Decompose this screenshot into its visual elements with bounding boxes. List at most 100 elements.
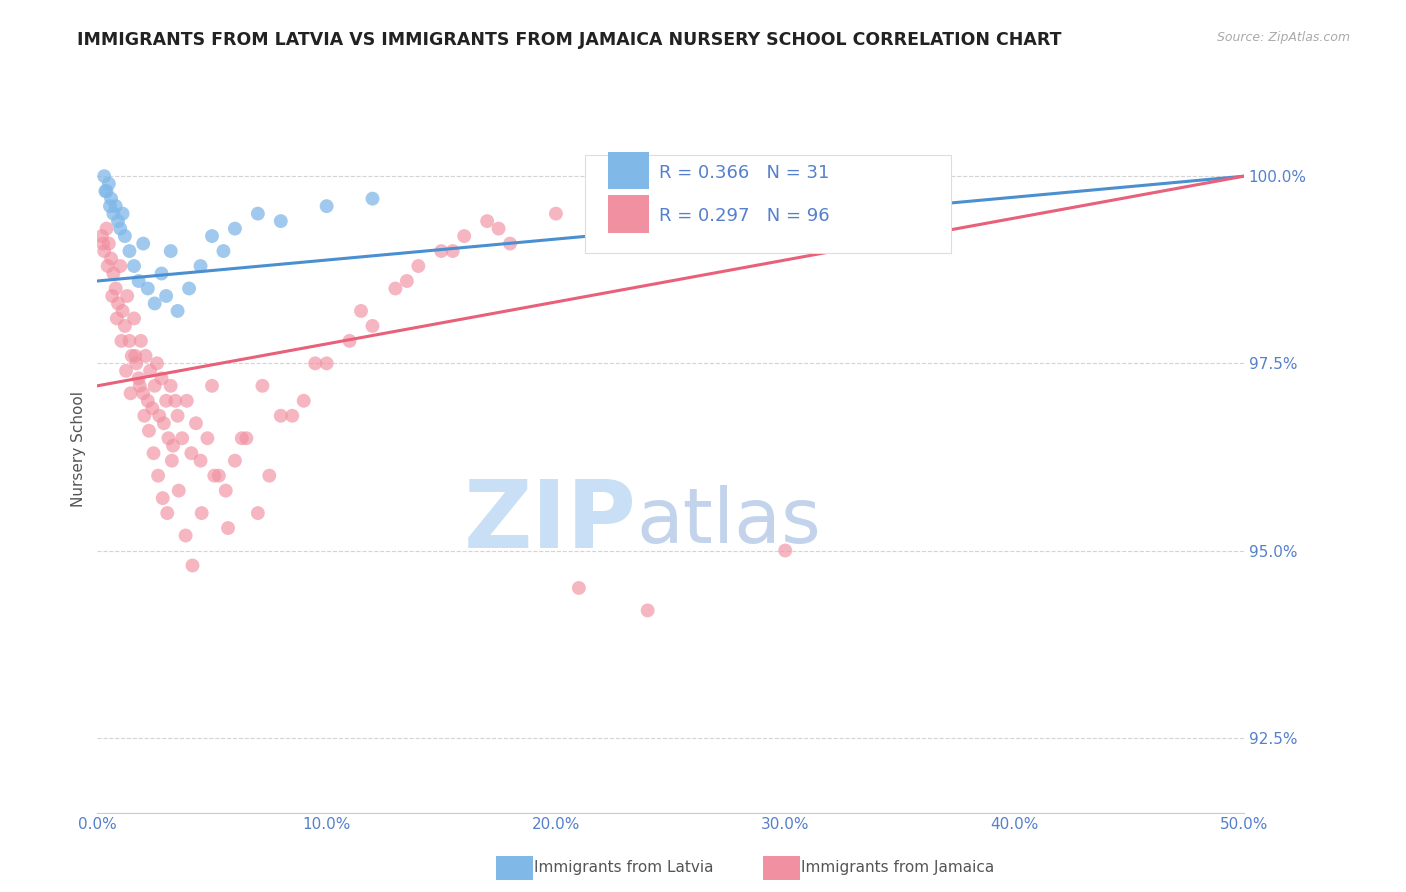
- Point: [176, 393, 198, 408]
- Point: [281, 409, 304, 423]
- Point: [114, 318, 136, 333]
- Point: [132, 236, 155, 251]
- Point: [166, 409, 188, 423]
- Point: [339, 334, 361, 348]
- Point: [231, 431, 253, 445]
- Point: [361, 192, 384, 206]
- Point: [202, 468, 225, 483]
- Point: [217, 521, 239, 535]
- Point: [246, 206, 269, 220]
- Text: ZIP: ZIP: [464, 476, 636, 568]
- Point: [132, 386, 155, 401]
- Point: [136, 281, 159, 295]
- Point: [98, 199, 121, 213]
- Point: [136, 393, 159, 408]
- Point: [159, 379, 181, 393]
- Point: [146, 468, 169, 483]
- Point: [100, 192, 122, 206]
- Text: R = 0.297   N = 96: R = 0.297 N = 96: [659, 207, 830, 225]
- Point: [162, 439, 184, 453]
- Point: [93, 169, 115, 184]
- Point: [139, 364, 162, 378]
- Y-axis label: Nursery School: Nursery School: [72, 392, 86, 508]
- Text: Immigrants from Jamaica: Immigrants from Jamaica: [801, 860, 994, 874]
- Point: [122, 259, 145, 273]
- Text: atlas: atlas: [636, 485, 821, 559]
- Point: [430, 244, 453, 258]
- Point: [215, 483, 238, 498]
- Point: [94, 184, 117, 198]
- Point: [441, 244, 464, 258]
- Point: [152, 491, 174, 505]
- Point: [172, 431, 194, 445]
- Point: [728, 184, 751, 198]
- Point: [103, 267, 125, 281]
- Point: [138, 424, 160, 438]
- Point: [190, 453, 212, 467]
- Point: [190, 259, 212, 273]
- Point: [208, 468, 231, 483]
- Point: [124, 349, 146, 363]
- Point: [120, 386, 142, 401]
- Point: [114, 229, 136, 244]
- Point: [155, 393, 177, 408]
- Point: [129, 334, 152, 348]
- Point: [96, 184, 118, 198]
- Point: [174, 528, 197, 542]
- Point: [591, 221, 613, 235]
- Point: [235, 431, 257, 445]
- Point: [143, 379, 166, 393]
- Point: [150, 371, 173, 385]
- Point: [292, 393, 315, 408]
- Point: [361, 318, 384, 333]
- Point: [111, 206, 134, 220]
- Point: [156, 506, 179, 520]
- Text: Source: ZipAtlas.com: Source: ZipAtlas.com: [1216, 31, 1350, 45]
- Point: [128, 274, 150, 288]
- Point: [128, 379, 150, 393]
- Point: [177, 281, 200, 295]
- Point: [96, 221, 118, 235]
- Point: [315, 356, 337, 370]
- FancyBboxPatch shape: [607, 152, 648, 189]
- Point: [475, 214, 498, 228]
- Point: [159, 244, 181, 258]
- Point: [637, 603, 659, 617]
- Point: [224, 453, 246, 467]
- FancyBboxPatch shape: [607, 195, 648, 233]
- Point: [165, 393, 187, 408]
- Point: [773, 543, 796, 558]
- Point: [453, 229, 475, 244]
- Point: [201, 379, 224, 393]
- Point: [659, 199, 682, 213]
- Point: [110, 259, 132, 273]
- Point: [115, 289, 138, 303]
- Point: [315, 199, 337, 213]
- Point: [100, 252, 122, 266]
- Point: [110, 334, 132, 348]
- Point: [197, 431, 219, 445]
- Point: [128, 371, 150, 385]
- Point: [142, 446, 165, 460]
- Point: [395, 274, 418, 288]
- Point: [134, 349, 156, 363]
- Point: [259, 468, 281, 483]
- Point: [104, 199, 127, 213]
- Point: [105, 311, 128, 326]
- Point: [384, 281, 406, 295]
- Point: [107, 214, 129, 228]
- Point: [91, 236, 114, 251]
- Point: [350, 304, 373, 318]
- Point: [134, 409, 156, 423]
- Point: [91, 229, 114, 244]
- Point: [157, 431, 180, 445]
- Point: [107, 296, 129, 310]
- Point: [97, 236, 120, 251]
- Point: [143, 296, 166, 310]
- Point: [141, 401, 163, 416]
- Point: [408, 259, 430, 273]
- Point: [111, 304, 134, 318]
- Point: [270, 409, 292, 423]
- Point: [304, 356, 326, 370]
- Point: [820, 169, 842, 184]
